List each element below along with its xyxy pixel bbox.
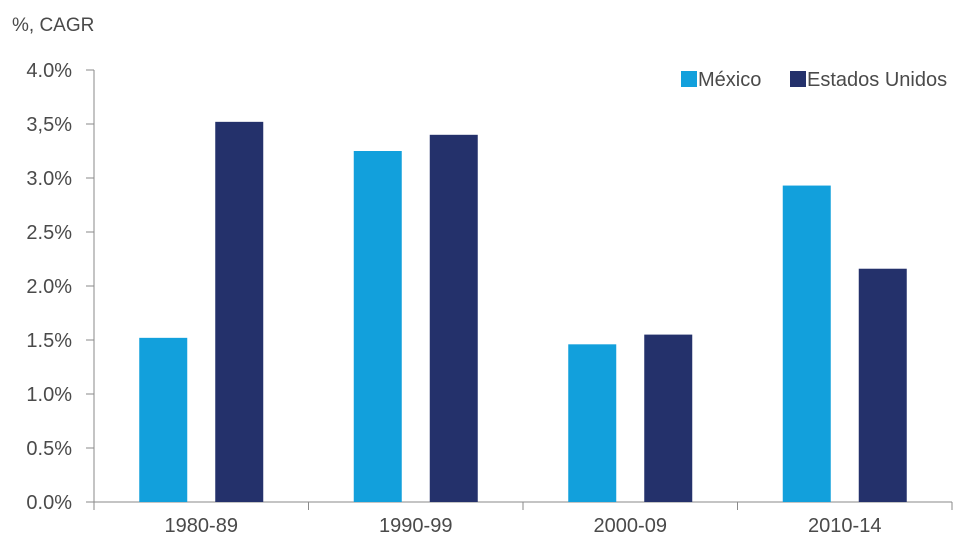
bar-estados-unidos-1980-89 bbox=[215, 121, 264, 502]
legend-label: México bbox=[698, 69, 761, 91]
y-tick-label: 2.5% bbox=[26, 222, 72, 244]
legend-swatch bbox=[790, 71, 806, 87]
x-tick-label: 1980-89 bbox=[165, 515, 238, 537]
y-tick-label: 3.0% bbox=[26, 168, 72, 190]
x-tick-label: 2000-09 bbox=[594, 515, 667, 537]
y-tick-label: 0.0% bbox=[26, 492, 72, 514]
bar-m-xico-2000-09 bbox=[568, 344, 617, 502]
y-tick-label: 2.0% bbox=[26, 276, 72, 298]
bar-m-xico-1980-89 bbox=[139, 337, 188, 502]
x-tick-label: 2010-14 bbox=[808, 515, 881, 537]
bar-m-xico-1990-99 bbox=[353, 151, 402, 502]
bar-estados-unidos-2010-14 bbox=[858, 268, 907, 502]
y-tick-label: 1.5% bbox=[26, 330, 72, 352]
y-tick-label: 0.5% bbox=[26, 438, 72, 460]
bar-m-xico-2010-14 bbox=[782, 185, 831, 502]
y-tick-label: 3,5% bbox=[26, 114, 72, 136]
legend-label: Estados Unidos bbox=[807, 69, 947, 91]
unit-label: %, CAGR bbox=[12, 15, 94, 36]
bar-estados-unidos-1990-99 bbox=[429, 134, 478, 503]
y-tick-label: 4.0% bbox=[26, 60, 72, 82]
bars bbox=[139, 121, 907, 503]
y-axis: 0.0% 0.5% 1.0% 1.5% 2.0% 2.5% 3.0% 3,5% 4.0% bbox=[26, 60, 95, 514]
bar-estados-unidos-2000-09 bbox=[644, 334, 693, 502]
legend: México Estados Unidos bbox=[681, 69, 947, 91]
y-tick-label: 1.0% bbox=[26, 384, 72, 406]
x-axis: 1980-89 1990-99 2000-09 2010-14 bbox=[93, 501, 953, 537]
x-tick-label: 1990-99 bbox=[379, 515, 452, 537]
legend-swatch bbox=[681, 71, 697, 87]
